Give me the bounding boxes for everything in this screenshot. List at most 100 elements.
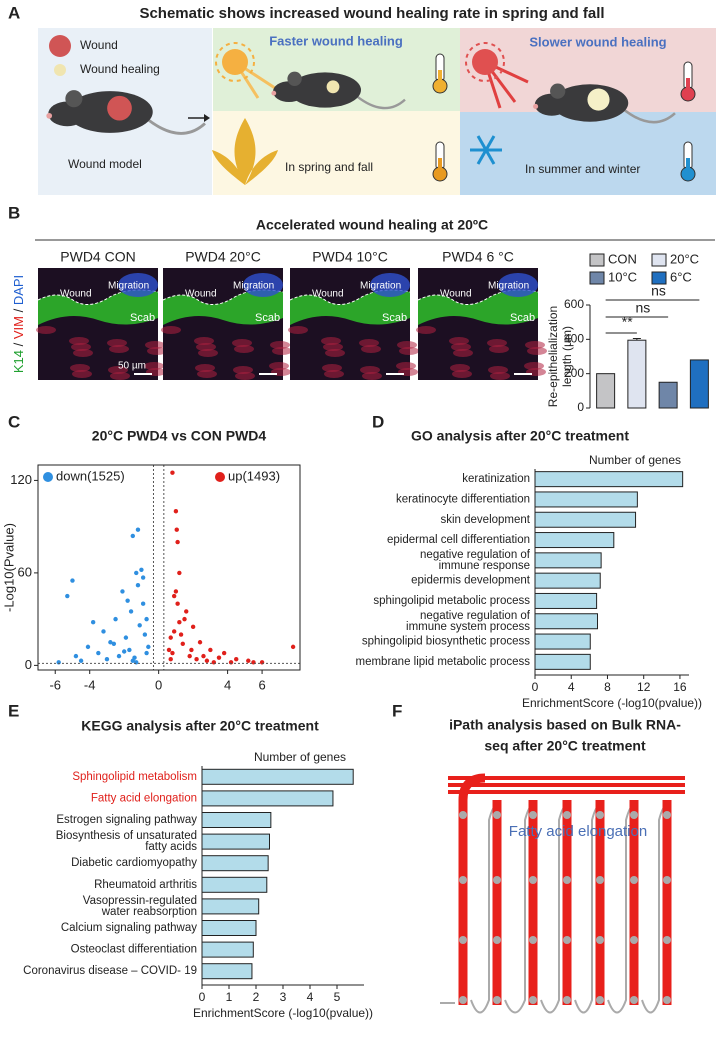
stain-red [323, 343, 343, 351]
text-line: fatty acids [145, 841, 197, 853]
stain-red [525, 341, 545, 349]
point [187, 653, 192, 659]
y-tick-label: 0 [25, 657, 32, 672]
panel-label: C [8, 412, 20, 431]
annotation: Scab [510, 312, 535, 324]
stain-green [163, 290, 283, 325]
node [596, 936, 604, 944]
category-label: Osteoclast differentiation [71, 944, 197, 956]
stain-name: VIM [11, 316, 26, 339]
y-axis-label: -Log10(Pvalue) [1, 523, 16, 612]
node [563, 811, 571, 819]
x-tick-label: 8 [604, 680, 611, 694]
point [113, 616, 118, 622]
stain-green [290, 290, 410, 325]
leaf [212, 118, 278, 185]
annotation: Wound [312, 289, 344, 300]
bar [201, 920, 257, 936]
stain-red [362, 372, 382, 380]
head [534, 93, 569, 116]
point [73, 653, 79, 659]
point [140, 575, 146, 580]
x-tick-label: 6 [258, 677, 265, 692]
point [101, 629, 106, 634]
node [663, 811, 671, 819]
node [563, 936, 571, 944]
stain-red [36, 326, 56, 334]
point [135, 527, 141, 532]
bar [627, 339, 647, 409]
legend-marker [215, 472, 225, 482]
stain-red [359, 339, 379, 347]
point [166, 647, 172, 653]
text-line: Vasopressin-regulated [83, 895, 197, 907]
node [493, 811, 501, 819]
point [144, 616, 149, 622]
node [630, 876, 638, 884]
node [663, 876, 671, 884]
category-label: skin development [441, 514, 531, 526]
point [132, 655, 137, 660]
node [630, 936, 638, 944]
text-line: immune response [439, 560, 530, 572]
point [85, 644, 91, 650]
panel-label: F [392, 701, 402, 720]
category-label: Estrogen signaling pathway [56, 814, 197, 826]
stain-red [194, 337, 214, 345]
spot [587, 88, 610, 111]
point [228, 660, 234, 665]
wound-icon [49, 35, 71, 57]
stain-name: / [11, 308, 26, 312]
point [144, 650, 149, 656]
legend-swatch [651, 253, 667, 267]
stain-label: K14 / VIM / DAPI [11, 275, 26, 373]
thermometers [432, 53, 696, 182]
stain-red [235, 372, 255, 380]
stain-red [145, 341, 165, 349]
bar [596, 373, 616, 409]
point [65, 593, 70, 599]
point [197, 640, 203, 645]
ipath-map [440, 773, 685, 1014]
x-tick-label: 0 [532, 680, 539, 694]
bar [689, 359, 709, 409]
bar [534, 572, 601, 589]
point [168, 657, 173, 662]
legend-label: up(1493) [228, 468, 280, 483]
legend-label: 10°C [608, 269, 637, 284]
x-tick-label: 0 [155, 677, 162, 692]
stain-red [232, 339, 252, 347]
plot-frame [37, 464, 301, 671]
bar [201, 876, 268, 893]
snowflake [470, 135, 502, 165]
bar [201, 855, 269, 872]
node [459, 876, 467, 884]
point [123, 635, 129, 640]
stain-red [321, 337, 341, 345]
stain-red [109, 345, 129, 353]
image-title: PWD4 6 °C [442, 249, 514, 265]
y-tick-label: 0 [577, 400, 584, 414]
point [70, 578, 75, 583]
category-label: keratinization [462, 473, 530, 485]
ipath-title: iPath analysis based on Bulk RNA- [449, 717, 681, 733]
x-axis-label: EnrichmentScore (-log10(pvalue)) [193, 1006, 373, 1020]
stain-red [490, 372, 510, 380]
stain-red [360, 366, 380, 374]
node [596, 996, 604, 1004]
point [125, 598, 130, 603]
x-tick-label: 16 [673, 680, 687, 694]
arrowhead [204, 114, 210, 122]
stain-green [418, 290, 538, 325]
category-label: Diabetic cardiomyopathy [71, 857, 197, 869]
nose [533, 103, 539, 109]
sun [215, 42, 276, 99]
point [182, 616, 187, 622]
bar [201, 812, 272, 828]
point [171, 593, 177, 599]
point [175, 601, 180, 606]
node [596, 876, 604, 884]
stain-red [451, 343, 471, 351]
node [663, 936, 671, 944]
